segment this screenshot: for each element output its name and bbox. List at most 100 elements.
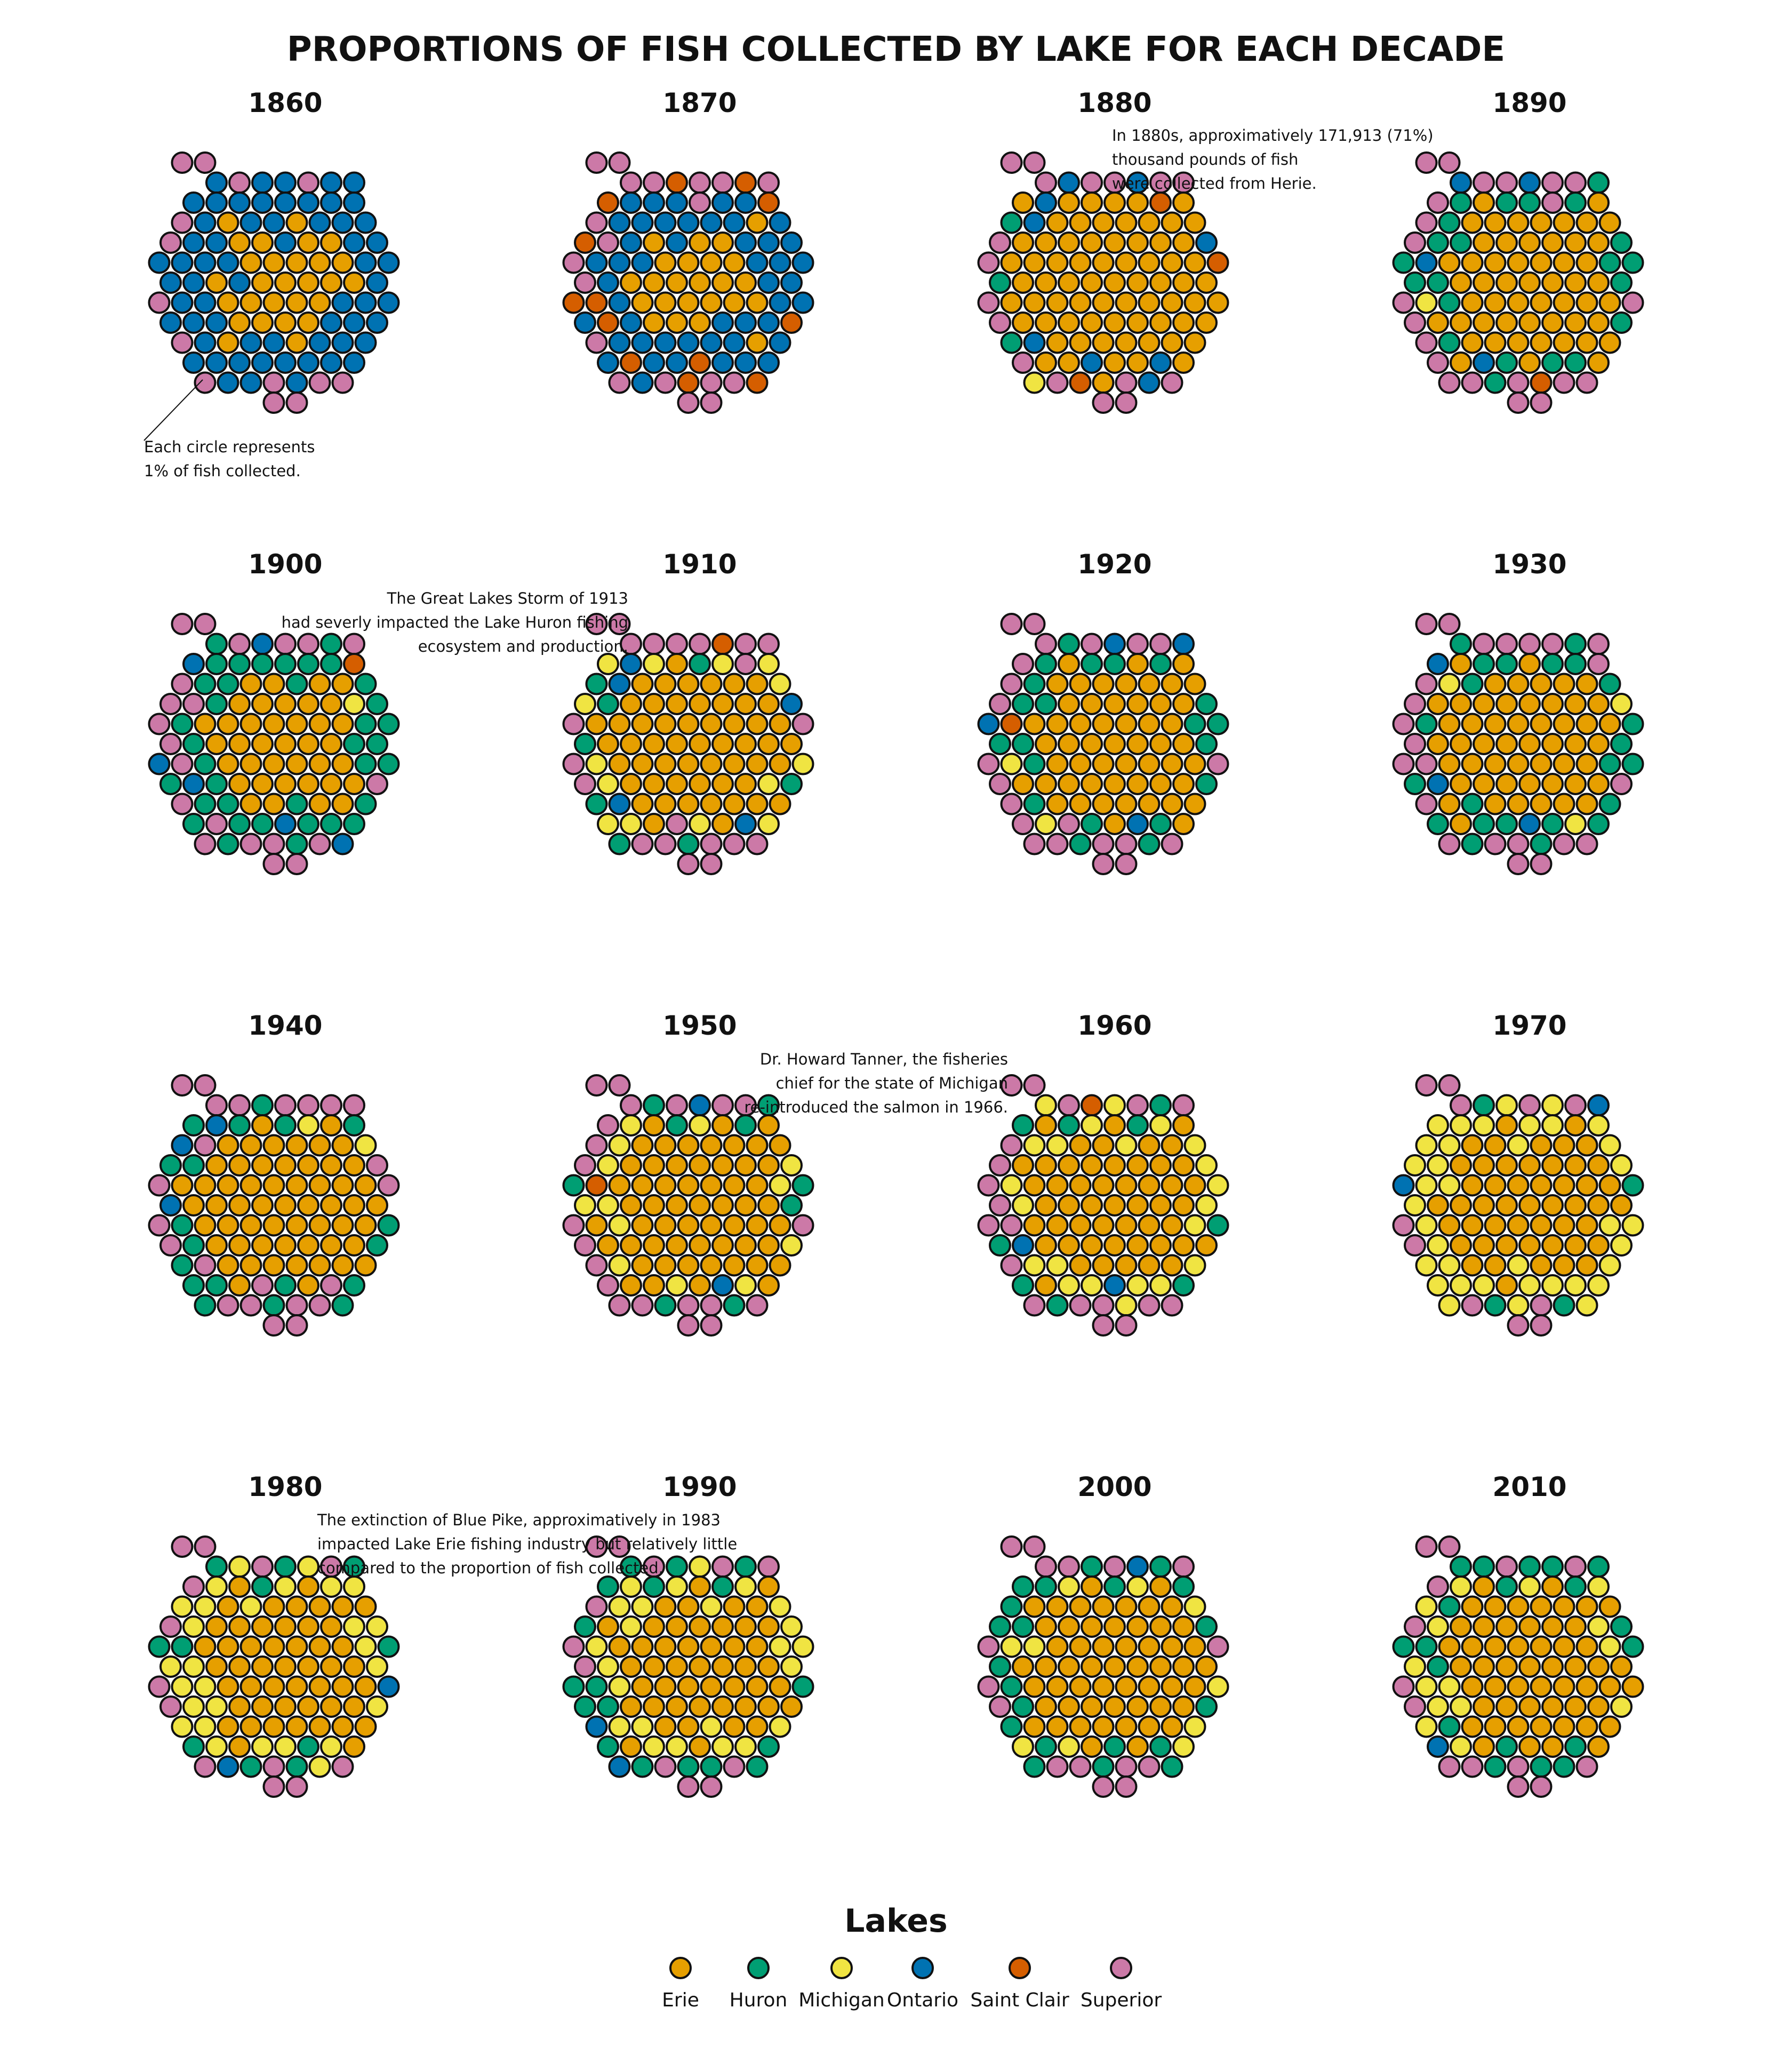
dot-huron bbox=[1495, 1575, 1518, 1598]
dot-erie bbox=[251, 1114, 274, 1137]
dot-erie bbox=[1530, 1715, 1553, 1738]
dot-superior bbox=[1069, 1755, 1092, 1778]
decade-label: 1940 bbox=[248, 1010, 322, 1041]
dot-ontario bbox=[1149, 351, 1172, 374]
legend-label: Ontario bbox=[887, 1989, 958, 2011]
dot-superior bbox=[631, 833, 654, 855]
dot-huron bbox=[251, 1575, 274, 1598]
dot-erie bbox=[608, 713, 631, 735]
decade-label: 2000 bbox=[1077, 1471, 1151, 1502]
dot-erie bbox=[1530, 1595, 1553, 1618]
dot-erie bbox=[1587, 693, 1610, 715]
dot-huron bbox=[1012, 693, 1034, 715]
dot-erie bbox=[1035, 311, 1057, 334]
dot-erie bbox=[217, 1174, 239, 1197]
dot-erie bbox=[631, 1174, 654, 1197]
dot-superior bbox=[711, 1555, 734, 1578]
dot-huron bbox=[1058, 633, 1080, 655]
dot-erie bbox=[1495, 231, 1518, 254]
legend-item-saint-clair: Saint Clair bbox=[970, 1957, 1069, 2011]
dot-michigan bbox=[608, 1675, 631, 1698]
dot-huron bbox=[239, 1755, 262, 1778]
dot-erie bbox=[274, 271, 297, 294]
dot-michigan bbox=[1587, 1575, 1610, 1598]
dot-michigan bbox=[182, 1695, 205, 1718]
dot-superior bbox=[171, 613, 194, 635]
dot-michigan bbox=[1438, 673, 1461, 695]
dot-superior bbox=[1126, 1094, 1149, 1117]
dot-ontario bbox=[723, 331, 746, 354]
dot-huron bbox=[1461, 793, 1484, 815]
dot-erie bbox=[1058, 351, 1080, 374]
dot-erie bbox=[1473, 693, 1495, 715]
dot-erie bbox=[734, 1234, 757, 1257]
dot-erie bbox=[1530, 753, 1553, 775]
dot-erie bbox=[1507, 793, 1530, 815]
dot-erie bbox=[274, 1695, 297, 1718]
dot-erie bbox=[1484, 1174, 1507, 1197]
dot-erie bbox=[1530, 1174, 1553, 1197]
dot-huron bbox=[1023, 673, 1046, 695]
dot-superior bbox=[1575, 1755, 1598, 1778]
dot-huron bbox=[217, 793, 239, 815]
dot-erie bbox=[1103, 311, 1126, 334]
dot-michigan bbox=[1000, 753, 1023, 775]
dot-huron bbox=[194, 673, 217, 695]
dot-michigan bbox=[1058, 1274, 1080, 1297]
dot-huron bbox=[1473, 1555, 1495, 1578]
dot-erie bbox=[1507, 1715, 1530, 1738]
dot-erie bbox=[1553, 1715, 1575, 1738]
dot-huron bbox=[331, 1294, 354, 1317]
dot-erie bbox=[643, 773, 665, 795]
dot-ontario bbox=[377, 251, 400, 274]
dot-ontario bbox=[620, 311, 642, 334]
dot-ontario bbox=[331, 833, 354, 855]
dot-ontario bbox=[343, 351, 365, 374]
dot-superior bbox=[757, 633, 780, 655]
dot-erie bbox=[1530, 1214, 1553, 1237]
dot-ontario bbox=[171, 1134, 194, 1157]
dot-superior bbox=[585, 1595, 608, 1618]
dot-erie bbox=[1138, 251, 1161, 274]
dot-ontario bbox=[1473, 351, 1495, 374]
dot-superior bbox=[1415, 753, 1438, 775]
dot-michigan bbox=[320, 1575, 342, 1598]
dot-superior bbox=[1507, 1775, 1530, 1798]
dot-erie bbox=[757, 1615, 780, 1638]
dot-superior bbox=[1621, 291, 1644, 314]
dot-michigan bbox=[608, 1715, 631, 1738]
dot-huron bbox=[1012, 1114, 1034, 1137]
dot-michigan bbox=[1621, 1214, 1644, 1237]
dot-huron bbox=[182, 1234, 205, 1257]
dot-erie bbox=[1126, 733, 1149, 755]
dot-erie bbox=[1138, 1254, 1161, 1277]
dot-huron bbox=[574, 1695, 596, 1718]
dot-erie bbox=[285, 1134, 308, 1157]
dot-erie bbox=[1023, 713, 1046, 735]
legend-item-ontario: Ontario bbox=[887, 1957, 958, 2011]
dot-superior bbox=[1530, 1294, 1553, 1317]
dot-erie bbox=[1541, 1194, 1564, 1217]
dot-ontario bbox=[585, 1715, 608, 1738]
dot-superior bbox=[194, 371, 217, 394]
dot-superior bbox=[1415, 1535, 1438, 1558]
dot-ontario bbox=[1081, 351, 1103, 374]
dot-huron bbox=[194, 1294, 217, 1317]
dot-superior bbox=[666, 633, 688, 655]
dot-erie bbox=[1092, 251, 1115, 274]
dot-erie bbox=[228, 1194, 251, 1217]
dot-erie bbox=[1484, 331, 1507, 354]
dot-erie bbox=[1530, 251, 1553, 274]
dot-superior bbox=[239, 833, 262, 855]
dot-erie bbox=[1092, 793, 1115, 815]
dot-michigan bbox=[1183, 1254, 1206, 1277]
dot-erie bbox=[285, 1635, 308, 1658]
dot-saint-clair bbox=[597, 191, 619, 214]
dot-erie bbox=[700, 673, 723, 695]
dot-huron bbox=[251, 1094, 274, 1117]
dot-erie bbox=[723, 251, 746, 274]
dot-huron bbox=[354, 793, 377, 815]
dot-saint-clair bbox=[585, 291, 608, 314]
dot-michigan bbox=[1507, 1294, 1530, 1317]
dot-ontario bbox=[620, 231, 642, 254]
